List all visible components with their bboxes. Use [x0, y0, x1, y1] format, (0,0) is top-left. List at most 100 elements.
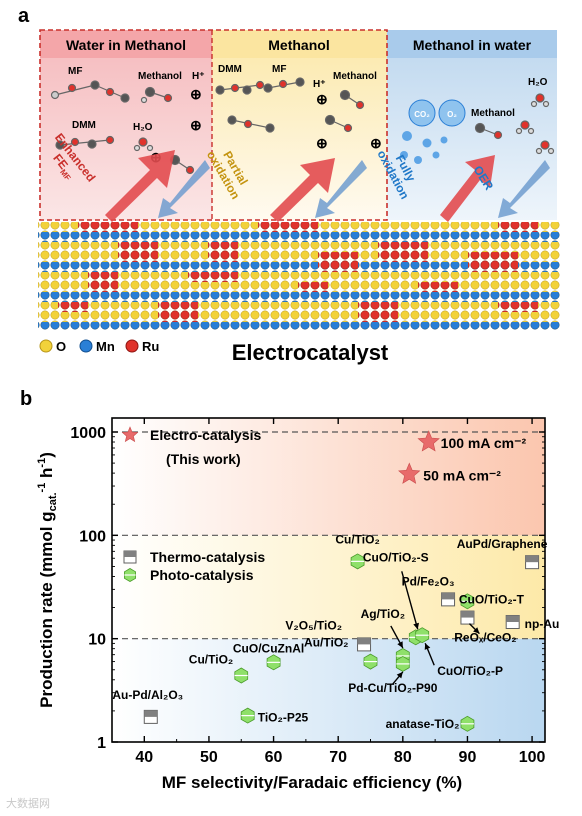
point-thermo-catalysis-0-fill — [144, 710, 158, 717]
mol-dmm-2b — [227, 115, 275, 133]
point-thermo-catalysis-3-fill — [460, 611, 474, 618]
region-title-water-in-methanol: Water in Methanol — [66, 37, 186, 53]
arrow-fully-oxidation — [440, 155, 495, 222]
point-photo-catalysis-4 — [363, 653, 378, 670]
legend-3-marker — [124, 568, 137, 582]
legend-mn: Mn — [96, 339, 115, 354]
point-thermo-catalysis-2-label: Pd/Fe₂O₃ — [402, 574, 455, 588]
y-axis-label: Production rate (mmol gcat.-1 h-1) — [36, 452, 59, 708]
mol-mf-2 — [263, 77, 305, 93]
panel-b-letter: b — [20, 388, 32, 410]
co2-label: CO₂ — [414, 110, 430, 119]
point-photo-catalysis-6 — [395, 655, 410, 672]
point-photo-catalysis-10 — [460, 715, 475, 732]
point-photo-catalysis-1 — [234, 667, 249, 684]
point-thermo-catalysis-1-label: V₂O₅/TiO₂ — [285, 618, 342, 632]
point-electro-catalysis-0-label: 100 mA cm⁻² — [441, 435, 527, 451]
svg-text:⊕: ⊕ — [316, 135, 328, 151]
mol-h2o-3c — [535, 140, 555, 155]
point-photo-catalysis-1-label: Cu/TiO₂ — [189, 653, 233, 667]
region-title-methanol: Methanol — [268, 37, 329, 53]
electrocatalyst-caption: Electrocatalyst — [232, 340, 389, 365]
point-photo-catalysis-8-label: CuO/TiO₂-P — [437, 664, 503, 678]
point-photo-catalysis-3 — [350, 553, 365, 570]
mol-methanol-1 — [140, 86, 173, 104]
mol-mf-1 — [50, 80, 130, 103]
plot-legend: Electro-catalysis (This work) Thermo-catal… — [121, 426, 265, 583]
mol-label-dmm-2: DMM — [218, 64, 242, 75]
point-thermo-catalysis-3 — [460, 610, 475, 625]
point-photo-catalysis-0 — [240, 707, 255, 724]
legend-o: O — [56, 339, 66, 354]
y-tick-label-1: 1 — [97, 735, 106, 752]
point-thermo-catalysis-5-fill — [525, 555, 539, 563]
point-photo-catalysis-2 — [266, 654, 281, 671]
point-thermo-catalysis-1 — [357, 637, 372, 652]
mol-label-dmm-1: DMM — [72, 120, 96, 131]
dashed-frame — [39, 29, 388, 221]
band-high — [112, 418, 545, 536]
watermark: 大数据网 — [6, 798, 50, 810]
point-photo-catalysis-10-label: anatase-TiO₂ — [386, 717, 460, 731]
point-photo-catalysis-6-label: Pd-Cu/TiO₂-P90 — [348, 681, 437, 695]
legend-3-label: Photo-catalysis — [150, 567, 254, 583]
arrow-down-blue — [158, 160, 550, 218]
o2-bubble: O₂ — [438, 99, 466, 127]
point-thermo-catalysis-2-fill — [441, 592, 455, 600]
point-thermo-catalysis-5-label: AuPd/Graphene — [457, 537, 548, 551]
point-photo-catalysis-5-arrowhead — [397, 641, 403, 648]
point-electro-catalysis-1-label: 50 mA cm⁻² — [423, 467, 501, 483]
point-photo-catalysis-9-label: CuO/TiO₂-T — [459, 592, 525, 606]
point-thermo-catalysis-4-label: np-Au — [525, 617, 560, 631]
legend-1-label: (This work) — [166, 451, 241, 467]
legend-0-marker — [121, 426, 139, 443]
panel-a-letter: a — [18, 5, 30, 27]
point-thermo-catalysis-2 — [441, 592, 456, 607]
y-tick-label-1000: 1000 — [70, 425, 106, 442]
x-tick-label-80: 80 — [394, 749, 412, 766]
point-thermo-catalysis-4 — [505, 614, 520, 629]
svg-text:⊕: ⊕ — [190, 86, 202, 102]
point-photo-catalysis-3-label: Cu/TiO₂ — [335, 532, 379, 546]
point-electro-catalysis-0 — [417, 430, 440, 452]
panel-a: a Water in Methanol Methanol Methanol in… — [18, 5, 560, 365]
legend-2-marker-fill — [124, 551, 136, 557]
point-electro-catalysis-1 — [398, 462, 421, 484]
point-thermo-catalysis-3-label: ReOₓ/CeO₂ — [454, 631, 516, 645]
mol-label-h2o-1: H₂O — [133, 122, 153, 133]
point-thermo-catalysis-0 — [143, 709, 158, 724]
x-tick-label-90: 90 — [459, 749, 477, 766]
region-header-yellow — [212, 30, 387, 58]
co2-bubble: CO₂ — [408, 99, 436, 127]
atom-legend: O Mn Ru — [39, 339, 159, 354]
point-photo-catalysis-6-arrowhead — [396, 671, 403, 679]
plot-axes — [111, 417, 546, 743]
mol-h2o-3b — [515, 120, 535, 135]
point-photo-catalysis-9 — [460, 593, 475, 610]
plot-frame — [111, 417, 546, 743]
svg-text:⊕: ⊕ — [316, 91, 328, 107]
mol-label-methanol-3: Methanol — [471, 108, 515, 119]
point-photo-catalysis-2-label: CuO/CuZnAl — [233, 641, 304, 655]
mol-label-mf-1: MF — [68, 66, 82, 77]
x-tick-label-40: 40 — [135, 749, 153, 766]
point-thermo-catalysis-0-label: Au-Pd/Al₂O₃ — [112, 688, 183, 702]
point-photo-catalysis-7-label: CuO/TiO₂-S — [363, 550, 429, 564]
region-methanol-in-water-bg — [387, 30, 557, 220]
legend-2-label: Thermo-catalysis — [150, 549, 265, 565]
molecule-sketches — [50, 77, 555, 175]
legend-2-marker — [123, 550, 137, 564]
legend-0-label: Electro-catalysis — [150, 427, 261, 443]
point-photo-catalysis-8-arrowhead — [424, 643, 431, 650]
point-photo-catalysis-7-arrow — [401, 571, 419, 630]
region-header-blue — [387, 30, 557, 58]
region-title-methanol-in-water: Methanol in water — [413, 37, 532, 53]
x-tick-label-60: 60 — [265, 749, 283, 766]
mol-h2o-3 — [530, 93, 550, 108]
mol-label-h-1: H⁺ — [192, 71, 205, 82]
plot-labels: 100 mA cm⁻² 50 mA cm⁻² Au-Pd/Al₂O₃ V₂O₅/TiO… — [112, 435, 559, 731]
mol-label-methanol-2: Methanol — [333, 71, 377, 82]
